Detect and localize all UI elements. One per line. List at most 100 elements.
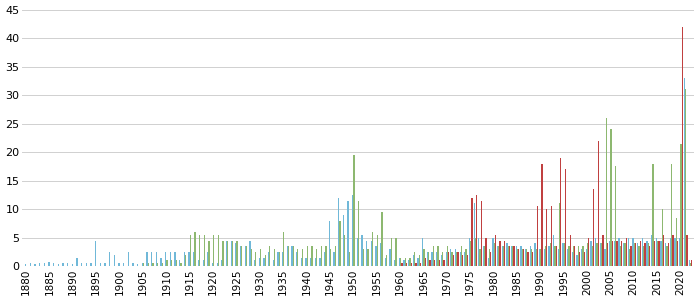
Bar <box>417 258 419 266</box>
Bar <box>545 246 546 266</box>
Bar <box>508 246 509 266</box>
Bar <box>413 255 414 266</box>
Bar <box>559 203 560 266</box>
Bar <box>319 258 321 266</box>
Bar <box>57 265 59 266</box>
Bar <box>588 238 589 266</box>
Bar <box>81 263 83 266</box>
Bar <box>148 263 149 266</box>
Bar <box>310 258 312 266</box>
Bar <box>565 169 566 266</box>
Bar <box>530 246 531 266</box>
Bar <box>668 243 669 266</box>
Bar <box>473 203 475 266</box>
Bar <box>209 240 210 266</box>
Bar <box>420 263 421 266</box>
Bar <box>601 243 602 266</box>
Bar <box>665 243 666 266</box>
Bar <box>406 263 407 266</box>
Bar <box>286 246 288 266</box>
Bar <box>330 249 331 266</box>
Bar <box>414 252 415 266</box>
Bar <box>467 255 468 266</box>
Bar <box>241 246 242 266</box>
Bar <box>534 243 536 266</box>
Bar <box>574 246 575 266</box>
Bar <box>596 243 598 266</box>
Bar <box>143 263 144 266</box>
Bar <box>167 260 168 266</box>
Bar <box>184 252 185 266</box>
Bar <box>469 238 470 266</box>
Bar <box>151 252 153 266</box>
Bar <box>204 235 205 266</box>
Bar <box>427 252 428 266</box>
Bar <box>567 249 568 266</box>
Bar <box>321 246 322 266</box>
Bar <box>614 240 615 266</box>
Bar <box>680 144 682 266</box>
Bar <box>652 163 654 266</box>
Bar <box>448 252 449 266</box>
Bar <box>489 249 490 266</box>
Bar <box>682 27 683 266</box>
Bar <box>244 246 246 266</box>
Bar <box>615 166 616 266</box>
Bar <box>232 240 233 266</box>
Bar <box>679 238 680 266</box>
Bar <box>25 265 26 266</box>
Bar <box>677 240 678 266</box>
Bar <box>550 243 551 266</box>
Bar <box>471 198 472 266</box>
Bar <box>401 263 402 266</box>
Bar <box>272 260 274 266</box>
Bar <box>160 258 162 266</box>
Bar <box>609 240 610 266</box>
Bar <box>675 238 676 266</box>
Bar <box>212 263 213 266</box>
Bar <box>623 243 624 266</box>
Bar <box>34 265 36 266</box>
Bar <box>498 246 499 266</box>
Bar <box>366 240 368 266</box>
Bar <box>587 243 588 266</box>
Bar <box>581 249 582 266</box>
Bar <box>170 252 171 266</box>
Bar <box>499 240 500 266</box>
Bar <box>464 252 466 266</box>
Bar <box>428 252 429 266</box>
Bar <box>305 258 307 266</box>
Bar <box>537 206 538 266</box>
Bar <box>329 221 330 266</box>
Bar <box>544 249 545 266</box>
Bar <box>661 240 662 266</box>
Bar <box>386 255 387 266</box>
Bar <box>104 263 106 266</box>
Bar <box>291 246 293 266</box>
Bar <box>171 260 172 266</box>
Bar <box>452 252 453 266</box>
Bar <box>690 263 691 266</box>
Bar <box>188 252 190 266</box>
Bar <box>542 163 543 266</box>
Bar <box>461 246 462 266</box>
Bar <box>375 246 377 266</box>
Bar <box>434 260 435 266</box>
Bar <box>405 258 406 266</box>
Bar <box>193 252 195 266</box>
Bar <box>586 249 587 266</box>
Bar <box>551 206 552 266</box>
Bar <box>433 246 434 266</box>
Bar <box>610 129 612 266</box>
Bar <box>502 246 503 266</box>
Bar <box>391 238 392 266</box>
Bar <box>546 209 547 266</box>
Bar <box>536 249 537 266</box>
Bar <box>691 260 692 266</box>
Bar <box>174 252 176 266</box>
Bar <box>380 243 382 266</box>
Bar <box>592 246 593 266</box>
Bar <box>240 246 241 266</box>
Bar <box>29 263 31 266</box>
Bar <box>263 258 265 266</box>
